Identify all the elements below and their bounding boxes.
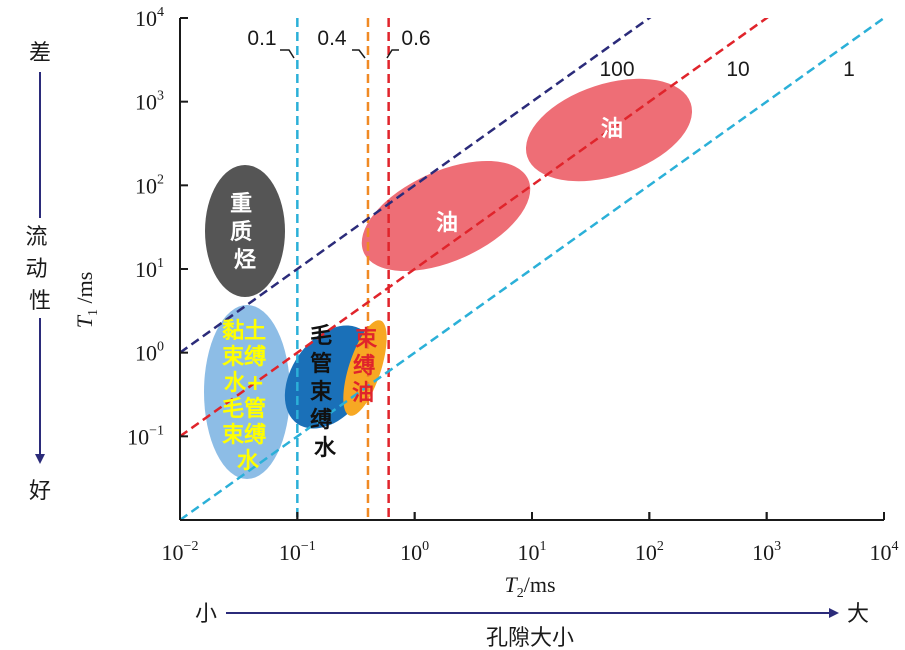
region-clay-capillary-bound-water [204,305,290,479]
y-side-top-label: 差 [29,41,51,66]
y-tick-label: 100 [135,340,164,366]
ratio-line-10 [180,18,769,438]
y-tick-label: 103 [135,89,164,115]
x-tick-label: 101 [518,539,547,565]
vline-label-0.1: 0.1 [247,27,276,50]
region-heavy-hydrocarbon [205,165,285,297]
y-tick-label: 101 [135,256,164,282]
ratio-label-1: 1 [843,58,855,81]
y-side-middle-label: 流 动 性 [25,225,54,314]
region-oil-lower [361,160,531,272]
x-tick-label: 102 [635,539,664,565]
x-tick-label: 103 [752,539,781,565]
x-side-caption: 孔隙大小 [486,626,574,650]
region-label-oil-lower: 油 [436,211,458,236]
x-axis-title: T2/ms [504,572,555,601]
region-bound-oil [343,320,387,416]
vline-label-0.4: 0.4 [317,27,347,50]
vline-label-0.6: 0.6 [401,27,430,50]
region-label-heavy-hydrocarbon: 重 质 烃 [230,192,260,273]
y-side-bottom-label: 好 [29,479,51,504]
ratio-label-10: 10 [726,58,749,81]
region-oil-upper [525,78,693,182]
region-label-capillary-bound-water: 毛 管 束 缚 水 [310,324,340,461]
vline-leader-0.1 [280,49,295,59]
x-side-right-label: 大 [847,602,869,627]
y-tick-label: 10−1 [127,423,164,449]
region-label-oil-upper: 油 [601,117,623,142]
y-tick-label: 102 [135,172,164,198]
vline-leader-0.6 [386,49,399,59]
x-tick-label: 100 [400,539,429,565]
vline-leader-0.4 [352,49,366,59]
x-tick-label: 10−1 [279,539,316,565]
y-axis-title: T1 /ms [72,272,101,329]
x-tick-label: 104 [870,539,899,565]
y-tick-label: 104 [135,5,164,31]
x-side-left-label: 小 [195,602,217,627]
ratio-line-1 [180,18,884,520]
region-label-clay-capillary-bound-water: 黏土 束缚 水+ 毛管 束缚 水 [222,319,274,474]
ratio-label-100: 100 [599,58,634,81]
x-tick-label: 10−2 [162,539,199,565]
ratio-line-100 [180,18,652,354]
region-label-bound-oil: 束 缚 油 [352,326,385,406]
